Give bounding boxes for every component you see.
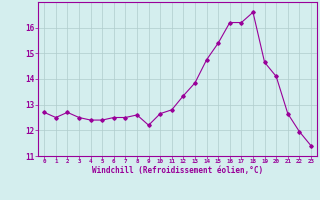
X-axis label: Windchill (Refroidissement éolien,°C): Windchill (Refroidissement éolien,°C) [92,166,263,175]
